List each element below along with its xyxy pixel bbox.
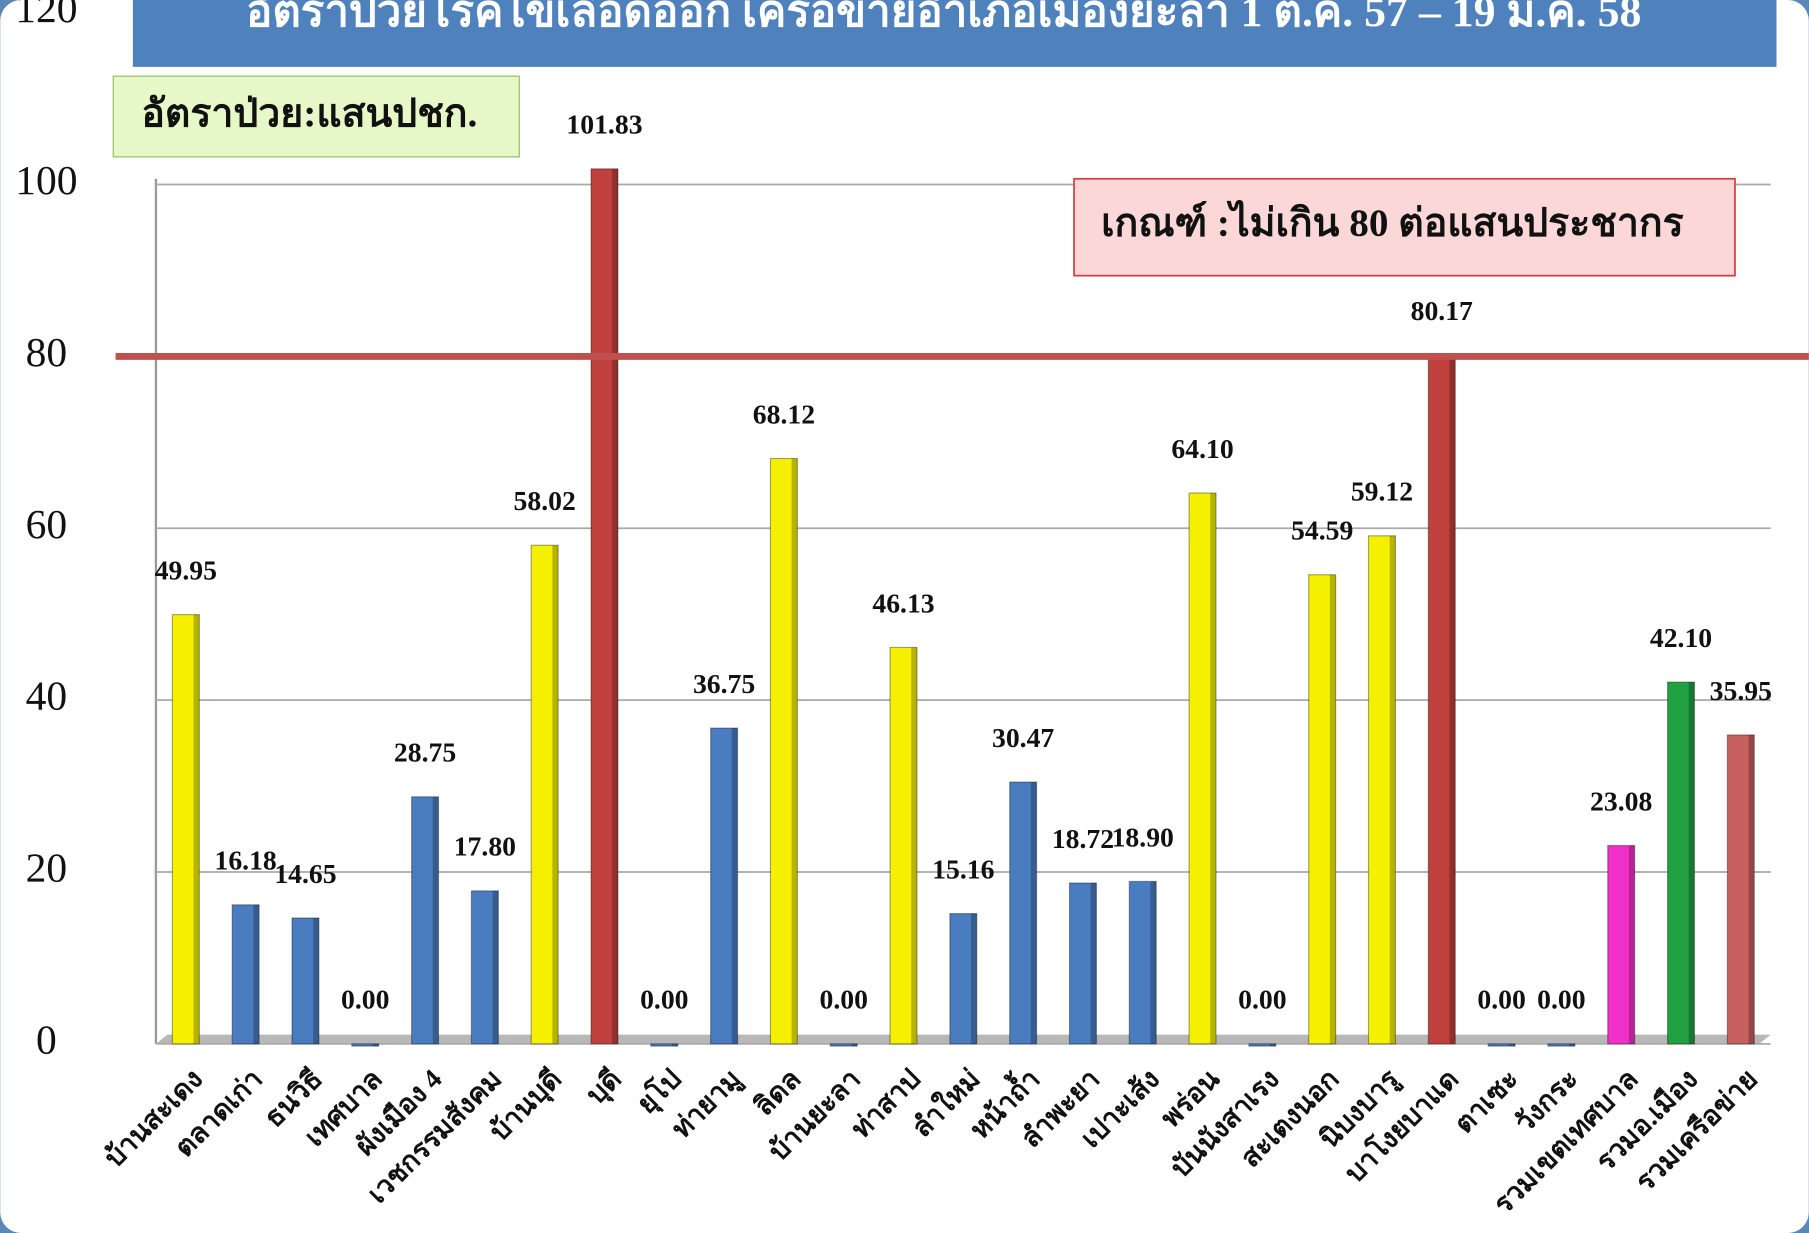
y-axis-label: อัตราป่วย:แสนปชก. (141, 93, 477, 136)
bar-side (193, 614, 200, 1044)
y-tick-label: 60 (26, 501, 68, 547)
value-label: 14.65 (274, 858, 336, 889)
value-label: 15.16 (932, 853, 994, 884)
bar-side (851, 1043, 858, 1047)
value-label: 0.00 (819, 984, 867, 1015)
bar-side (372, 1043, 379, 1047)
bar (530, 544, 559, 1045)
value-label: 80.17 (1411, 295, 1473, 326)
bar-side (1449, 354, 1456, 1044)
annotation: เกณฑ์ :ไม่เกิน 80 ต่อแสนประชากร (1101, 199, 1684, 245)
bar (1487, 1043, 1516, 1047)
value-label: 58.02 (514, 485, 576, 516)
bar (889, 646, 918, 1045)
bar (769, 457, 798, 1045)
bar-side (1270, 1043, 1276, 1047)
value-label: 18.72 (1052, 823, 1114, 854)
value-label: 42.10 (1650, 622, 1712, 653)
value-label: 0.00 (1537, 984, 1585, 1015)
bar-side (1509, 1043, 1516, 1047)
value-label: 64.10 (1171, 433, 1233, 464)
bar (1427, 354, 1456, 1045)
value-label: 49.95 (155, 554, 217, 585)
bar (1726, 734, 1755, 1045)
bar-side (313, 917, 319, 1044)
bar-side (1150, 881, 1157, 1044)
bar-side (791, 458, 798, 1044)
value-label: 68.12 (753, 398, 815, 429)
bar-side (612, 168, 618, 1044)
bar (1547, 1043, 1576, 1047)
bar (1308, 574, 1337, 1045)
annotation-box (1073, 177, 1736, 277)
bar-side (911, 647, 917, 1044)
bar (1188, 492, 1217, 1045)
value-label: 23.08 (1590, 785, 1652, 816)
value-label: 46.13 (872, 587, 934, 618)
unit-box (112, 75, 520, 158)
y-tick-label: 120 (15, 0, 77, 31)
bar-side (1748, 734, 1755, 1044)
bar (1367, 535, 1397, 1045)
y-tick-label: 40 (26, 673, 68, 719)
value-label: 28.75 (394, 737, 456, 768)
bar-side (1030, 782, 1037, 1044)
title-band (132, 0, 1777, 67)
bar (710, 727, 739, 1045)
bar (1607, 844, 1636, 1045)
bar (470, 890, 499, 1045)
bar-side (552, 545, 559, 1044)
bar-side (253, 904, 260, 1044)
y-tick-label: 20 (26, 845, 68, 891)
bar (1666, 681, 1696, 1045)
bar-side (1389, 535, 1396, 1044)
bar (171, 614, 200, 1045)
bar-side (671, 1043, 678, 1047)
bar (411, 796, 440, 1045)
bar (949, 912, 978, 1045)
bar (1009, 781, 1038, 1045)
bar-side (1569, 1043, 1575, 1047)
value-label: 54.59 (1291, 515, 1353, 546)
value-label: 18.90 (1112, 821, 1174, 852)
bar-side (1090, 882, 1097, 1044)
bar-side (731, 728, 738, 1044)
y-tick-label: 80 (26, 329, 68, 375)
bar (1068, 882, 1097, 1045)
bar (829, 1043, 858, 1047)
bar-side (432, 796, 439, 1044)
value-label: 59.12 (1351, 476, 1413, 507)
bar (351, 1043, 380, 1047)
bar (231, 904, 260, 1045)
value-label: 16.18 (215, 845, 277, 876)
bar (291, 917, 320, 1045)
y-tick-label: 0 (36, 1016, 57, 1062)
value-label: 0.00 (341, 984, 389, 1015)
bar (1248, 1043, 1277, 1047)
value-label: 0.00 (1477, 984, 1525, 1015)
value-label: 101.83 (566, 109, 642, 140)
bar-side (971, 913, 977, 1044)
y-tick-label: 100 (15, 157, 77, 203)
bar (1128, 880, 1157, 1045)
value-label: 35.95 (1710, 675, 1772, 706)
bar (590, 168, 619, 1045)
chart-title: อัตราป่วยโรคไข้เลือดออก เครือข่ายอำเภอเม… (246, 0, 1641, 36)
bar-side (492, 890, 499, 1044)
bar (650, 1043, 679, 1047)
bar-side (1329, 574, 1336, 1044)
bar-side (1688, 682, 1695, 1044)
value-label: 36.75 (693, 668, 755, 699)
bar-side (1210, 493, 1217, 1044)
value-label: 0.00 (640, 984, 688, 1015)
value-label: 0.00 (1238, 984, 1286, 1015)
bar-side (1628, 845, 1635, 1044)
value-label: 17.80 (454, 831, 516, 862)
value-label: 30.47 (992, 722, 1054, 753)
